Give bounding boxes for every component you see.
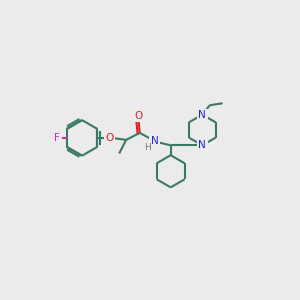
Text: H: H (145, 143, 151, 152)
Text: H: H (144, 143, 152, 152)
Text: F: F (54, 133, 61, 143)
Text: N: N (198, 110, 207, 120)
Text: O: O (134, 111, 142, 121)
Text: N: N (198, 140, 207, 150)
Text: F: F (54, 133, 60, 143)
Text: O: O (134, 111, 143, 121)
Text: N: N (198, 110, 206, 120)
Text: N: N (151, 136, 158, 146)
Text: N: N (150, 136, 159, 146)
Text: O: O (105, 133, 113, 143)
Text: O: O (105, 133, 114, 143)
Text: N: N (198, 140, 206, 150)
